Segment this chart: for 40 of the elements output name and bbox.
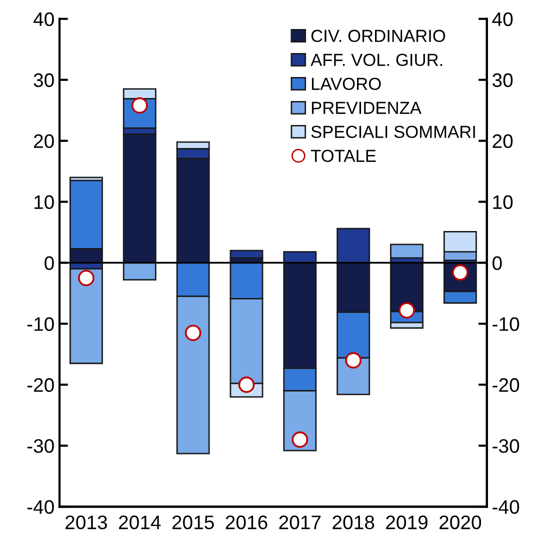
y2-tick-label: 0 — [492, 256, 502, 270]
x-tick-label: 2013 — [66, 516, 107, 530]
bar — [230, 250, 264, 259]
y-tick-label: -30 — [27, 439, 54, 453]
x-tick-label: 2018 — [332, 516, 374, 530]
legend-label: SPECIALI SOMMARI — [311, 126, 475, 138]
legend-label: AFF. VOL. GIUR. — [310, 54, 442, 66]
y-tick-label: 40 — [33, 12, 54, 26]
legend-label: CIV. ORDINARIO — [311, 30, 446, 42]
legend-label: PREVIDENZA — [312, 102, 422, 114]
x-tick-label: 2019 — [386, 516, 428, 530]
x-tick-label: 2016 — [226, 516, 268, 530]
legend-label: TOTALE — [310, 150, 376, 162]
point — [78, 270, 94, 286]
bar — [390, 244, 424, 259]
y2-tick-label: 30 — [492, 73, 513, 88]
y-tick-label: -10 — [27, 317, 54, 331]
x-tick-label: 2017 — [279, 516, 321, 530]
point — [345, 352, 362, 369]
y2-tick-label: 20 — [492, 134, 513, 148]
y-tick-label: 20 — [34, 134, 54, 148]
x-tick-label: 2014 — [119, 516, 161, 530]
y2-tick-label: 40 — [492, 12, 513, 26]
point — [184, 324, 202, 342]
y2-tick-label: -10 — [492, 317, 520, 331]
y2-tick-label: 10 — [493, 195, 513, 210]
point — [238, 376, 255, 393]
y2-tick-label: -20 — [492, 378, 520, 392]
y-tick-label: -40 — [27, 500, 54, 514]
x-tick-label: 2015 — [172, 516, 214, 530]
legend-label: LAVORO — [312, 78, 381, 90]
y-tick-label: 0 — [44, 256, 54, 270]
y-tick-label: -20 — [27, 378, 54, 392]
y-tick-label: 30 — [34, 73, 54, 88]
y-tick-label: 10 — [34, 195, 54, 210]
y2-tick-label: -30 — [492, 439, 520, 453]
y2-tick-label: -40 — [492, 500, 520, 514]
x-tick-label: 2020 — [440, 516, 482, 530]
point — [292, 431, 308, 448]
point — [398, 302, 415, 319]
